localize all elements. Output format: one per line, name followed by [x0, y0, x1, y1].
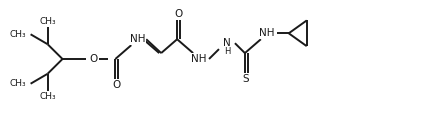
- Text: CH₃: CH₃: [10, 79, 27, 88]
- Text: CH₃: CH₃: [39, 17, 56, 26]
- Text: S: S: [243, 74, 249, 84]
- Text: O: O: [89, 54, 98, 64]
- Text: H: H: [224, 47, 230, 56]
- Text: O: O: [112, 80, 120, 90]
- Text: NH: NH: [259, 28, 275, 38]
- Text: N: N: [223, 38, 231, 48]
- Text: CH₃: CH₃: [39, 92, 56, 101]
- Text: NH: NH: [129, 34, 145, 44]
- Text: O: O: [174, 8, 182, 19]
- Text: NH: NH: [191, 54, 207, 64]
- Text: CH₃: CH₃: [10, 30, 27, 39]
